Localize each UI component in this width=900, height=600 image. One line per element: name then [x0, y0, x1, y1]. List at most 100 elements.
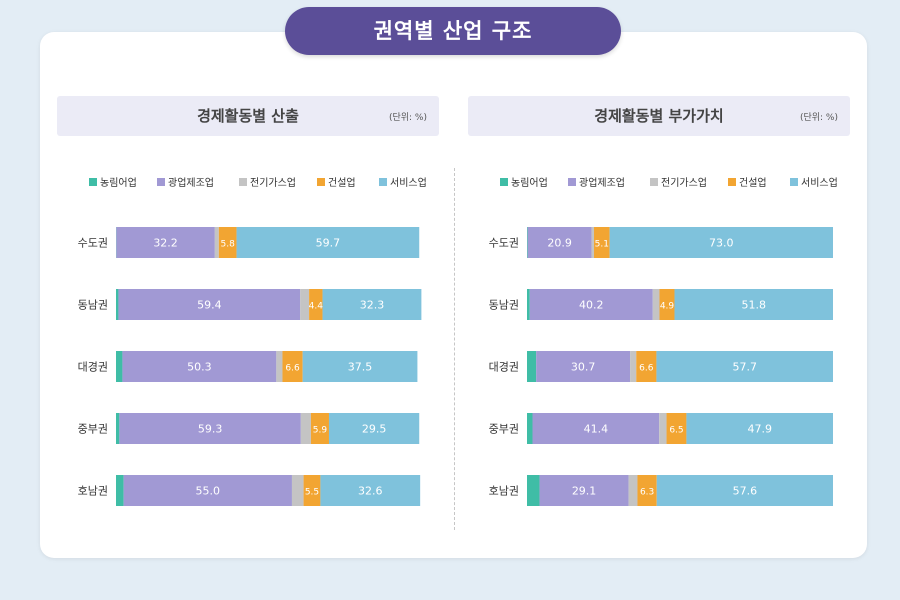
data-label-0-3: 5.1: [595, 240, 609, 250]
legend-swatch-0: [89, 178, 97, 186]
panel-title-output: 경제활동별 산출: [197, 107, 299, 125]
bar-segment-3-0: [116, 413, 120, 444]
data-label-0-4: 59.7: [316, 237, 341, 250]
data-label-2-3: 6.6: [639, 364, 654, 374]
bar-segment-3-2: [300, 413, 311, 444]
category-label-1: 동남권: [489, 299, 519, 312]
legend-swatch-4: [379, 178, 387, 186]
bar-segment-2-1: [536, 351, 631, 382]
legend-swatch-2: [650, 178, 658, 186]
legend-label-3: 건설업: [739, 176, 767, 189]
data-label-2-1: 50.3: [187, 361, 212, 374]
bar-segment-3-3: [666, 413, 687, 444]
bar-segment-1-0: [116, 289, 119, 320]
legend-label-1: 광업제조업: [168, 176, 214, 189]
legend-label-2: 전기가스업: [250, 176, 296, 189]
data-label-4-3: 5.5: [305, 488, 319, 498]
legend-swatch-1: [568, 178, 576, 186]
data-label-1-1: 40.2: [579, 299, 604, 312]
panel-divider: [454, 168, 455, 530]
legend-label-0: 농림어업: [100, 176, 137, 189]
bar-segment-3-4: [328, 413, 420, 444]
legend-swatch-3: [317, 178, 325, 186]
data-label-1-3: 4.4: [309, 302, 324, 312]
bar-segment-3-4: [686, 413, 833, 444]
category-label-4: 호남권: [78, 485, 108, 498]
bar-segment-2-4: [302, 351, 418, 382]
bar-segment-3-1: [532, 413, 660, 444]
data-label-1-3: 4.9: [660, 302, 675, 312]
data-label-4-3: 6.3: [640, 488, 654, 498]
legend-swatch-4: [790, 178, 798, 186]
bar-segment-0-1: [527, 227, 592, 258]
bar-segment-0-2: [214, 227, 219, 258]
legend-swatch-2: [239, 178, 247, 186]
bar-segment-1-2: [300, 289, 310, 320]
bar-segment-2-1: [122, 351, 277, 382]
legend-label-1: 광업제조업: [579, 176, 625, 189]
bar-segment-2-3: [636, 351, 657, 382]
bar-segment-0-2: [591, 227, 595, 258]
bar-segment-2-0: [116, 351, 123, 382]
data-label-3-4: 29.5: [362, 423, 387, 436]
bar-segment-4-3: [637, 475, 657, 506]
data-label-0-4: 73.0: [709, 237, 734, 250]
data-label-0-3: 5.8: [221, 240, 236, 250]
bar-segment-0-4: [609, 227, 833, 258]
legend-label-2: 전기가스업: [661, 176, 707, 189]
bar-segment-1-3: [309, 289, 323, 320]
data-label-2-4: 37.5: [348, 361, 373, 374]
bar-segment-4-2: [291, 475, 304, 506]
bar-segment-0-4: [236, 227, 420, 258]
bar-segment-2-4: [656, 351, 833, 382]
bar-segment-0-3: [218, 227, 237, 258]
bar-segment-4-4: [320, 475, 421, 506]
data-label-3-1: 59.3: [198, 423, 223, 436]
bar-segment-0-1: [116, 227, 215, 258]
category-label-3: 중부권: [489, 423, 519, 436]
bar-segment-4-1: [123, 475, 292, 506]
bar-segment-1-1: [118, 289, 301, 320]
panel-header-output: 경제활동별 산출 (단위: %): [57, 96, 439, 136]
page-title: 권역별 산업 구조: [285, 7, 621, 55]
panel-title-value-added: 경제활동별 부가가치: [594, 107, 724, 125]
category-label-3: 중부권: [78, 423, 108, 436]
category-label-2: 대경권: [489, 361, 519, 374]
bar-segment-0-0: [527, 227, 528, 258]
data-label-3-3: 5.9: [313, 426, 328, 436]
bar-segment-3-2: [659, 413, 667, 444]
bar-segment-4-1: [539, 475, 629, 506]
category-label-1: 동남권: [78, 299, 108, 312]
category-label-4: 호남권: [489, 485, 519, 498]
data-label-2-3: 6.6: [285, 364, 300, 374]
data-label-4-4: 57.6: [733, 485, 758, 498]
data-label-4-1: 55.0: [196, 485, 221, 498]
legend-label-4: 서비스업: [801, 176, 838, 189]
bar-segment-3-0: [527, 413, 533, 444]
data-label-0-1: 20.9: [547, 237, 572, 250]
legend-swatch-0: [500, 178, 508, 186]
category-label-2: 대경권: [78, 361, 108, 374]
data-label-4-4: 32.6: [358, 485, 383, 498]
data-label-3-1: 41.4: [584, 423, 609, 436]
legend-swatch-1: [157, 178, 165, 186]
bar-segment-2-3: [282, 351, 303, 382]
bar-segment-3-3: [310, 413, 329, 444]
legend-label-0: 농림어업: [511, 176, 548, 189]
bar-segment-1-2: [652, 289, 660, 320]
legend-swatch-3: [728, 178, 736, 186]
bar-segment-4-0: [116, 475, 124, 506]
bar-segment-4-0: [527, 475, 540, 506]
category-label-0: 수도권: [78, 237, 108, 250]
category-label-0: 수도권: [489, 237, 519, 250]
bar-segment-0-3: [594, 227, 610, 258]
data-label-2-4: 57.7: [732, 361, 757, 374]
bar-segment-2-0: [527, 351, 537, 382]
bar-segment-1-4: [674, 289, 833, 320]
bar-segment-4-3: [303, 475, 321, 506]
panel-header-value-added: 경제활동별 부가가치 (단위: %): [468, 96, 850, 136]
unit-label-value-added: (단위: %): [799, 113, 838, 123]
data-label-1-4: 51.8: [741, 299, 766, 312]
